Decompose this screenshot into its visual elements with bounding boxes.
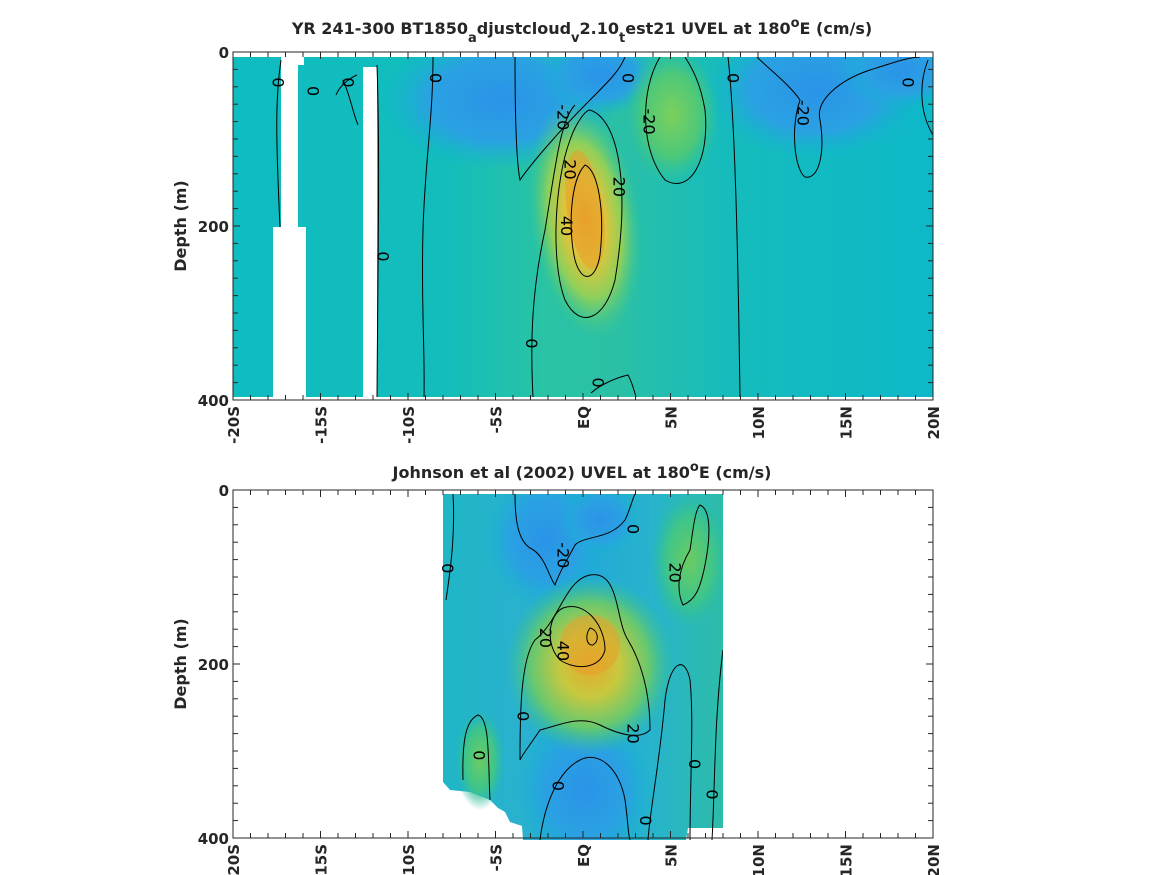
contour-label: 0 bbox=[268, 77, 287, 87]
contour-label: 20 bbox=[536, 628, 555, 648]
bottom-x-tick-labels: -20S -15S -10S -5S EQ 5N 10N 15N 20N bbox=[225, 844, 943, 875]
x-tick-label: 15N bbox=[838, 406, 856, 439]
contour-label: -20 bbox=[639, 109, 658, 135]
x-tick-label: 5N bbox=[663, 844, 681, 867]
contour-label: 0 bbox=[373, 251, 392, 261]
x-tick-label: -20S bbox=[225, 406, 243, 444]
bottom-contour-lines bbox=[445, 494, 723, 840]
contour-label: 0 bbox=[426, 73, 445, 83]
contour-label: 20 bbox=[624, 723, 643, 743]
x-tick-label: -5S bbox=[488, 406, 506, 433]
contour-label: 0 bbox=[624, 524, 643, 534]
contour-label: 0 bbox=[513, 711, 532, 721]
x-tick-label: -15S bbox=[313, 406, 331, 444]
top-heatmap-field bbox=[233, 57, 933, 397]
contour-label: 0 bbox=[702, 789, 721, 799]
contour-label: 0 bbox=[589, 378, 608, 388]
contour-label: 0 bbox=[303, 86, 322, 96]
contour-label: 20 bbox=[561, 159, 580, 179]
x-tick-label: 5N bbox=[663, 406, 681, 429]
bottom-chart-title: Johnson et al (2002) UVEL at 180oE (cm/s… bbox=[392, 460, 772, 482]
top-panel: 0 0 0 0 -20 20 20 40 -20 0 0 -20 0 0 0 0 0 200 400 -20S… bbox=[171, 16, 943, 444]
x-tick-label: 10N bbox=[750, 406, 768, 439]
contour-label: 0 bbox=[898, 77, 917, 87]
x-tick-label: -15S bbox=[313, 844, 331, 875]
contour-label: 0 bbox=[438, 563, 457, 573]
x-tick-label: -20S bbox=[225, 844, 243, 875]
contour-label: 0 bbox=[548, 781, 567, 791]
top-contour-labels: 0 0 0 0 -20 20 20 40 -20 0 0 -20 0 0 0 0 bbox=[268, 73, 917, 388]
contour-label: 0 bbox=[685, 759, 704, 769]
contour-label: 20 bbox=[610, 177, 629, 197]
top-contour-lines bbox=[276, 57, 933, 397]
bottom-y-tick-label: 200 bbox=[198, 656, 229, 674]
x-tick-label: 15N bbox=[838, 844, 856, 875]
contour-label: -20 bbox=[554, 104, 573, 130]
x-tick-label: -5S bbox=[488, 844, 506, 871]
contour-label: 0 bbox=[636, 816, 655, 826]
contour-label: -20 bbox=[554, 542, 573, 568]
contour-label: 20 bbox=[666, 562, 685, 582]
contour-label: 0 bbox=[522, 338, 541, 348]
contour-label: 0 bbox=[618, 73, 637, 83]
bottom-x-minor-ticks bbox=[232, 490, 934, 838]
x-tick-label: -10S bbox=[400, 844, 418, 875]
x-tick-label: EQ bbox=[575, 844, 593, 867]
top-missing-data bbox=[273, 57, 377, 397]
contour-label: 0 bbox=[338, 77, 357, 87]
x-tick-label: EQ bbox=[575, 406, 593, 429]
contour-label: 0 bbox=[470, 750, 489, 760]
contour-label: -20 bbox=[793, 100, 812, 126]
x-tick-label: 10N bbox=[750, 844, 768, 875]
bottom-y-tick-label: 400 bbox=[198, 830, 229, 848]
x-tick-label: 20N bbox=[925, 844, 943, 875]
top-y-tick-label: 200 bbox=[198, 218, 229, 236]
bottom-y-minor-ticks bbox=[233, 489, 933, 839]
top-x-tick-labels: -20S -15S -10S -5S EQ 5N 10N 15N 20N bbox=[225, 406, 943, 444]
top-y-tick-label: 0 bbox=[219, 44, 229, 62]
top-y-axis-label: Depth (m) bbox=[171, 180, 190, 272]
x-tick-label: 20N bbox=[925, 406, 943, 439]
bottom-y-tick-label: 0 bbox=[219, 482, 229, 500]
top-y-tick-label: 400 bbox=[198, 392, 229, 410]
x-tick-label: -10S bbox=[400, 406, 418, 444]
contour-label: 40 bbox=[554, 641, 573, 661]
top-chart-title: YR 241-300 BT1850adjustcloudv2.10test21 … bbox=[291, 16, 872, 46]
contour-label: 0 bbox=[723, 73, 742, 83]
contour-label: 40 bbox=[557, 216, 576, 236]
bottom-y-axis-label: Depth (m) bbox=[171, 618, 190, 710]
top-x-minor-ticks bbox=[232, 52, 934, 400]
top-y-minor-ticks bbox=[233, 51, 933, 401]
